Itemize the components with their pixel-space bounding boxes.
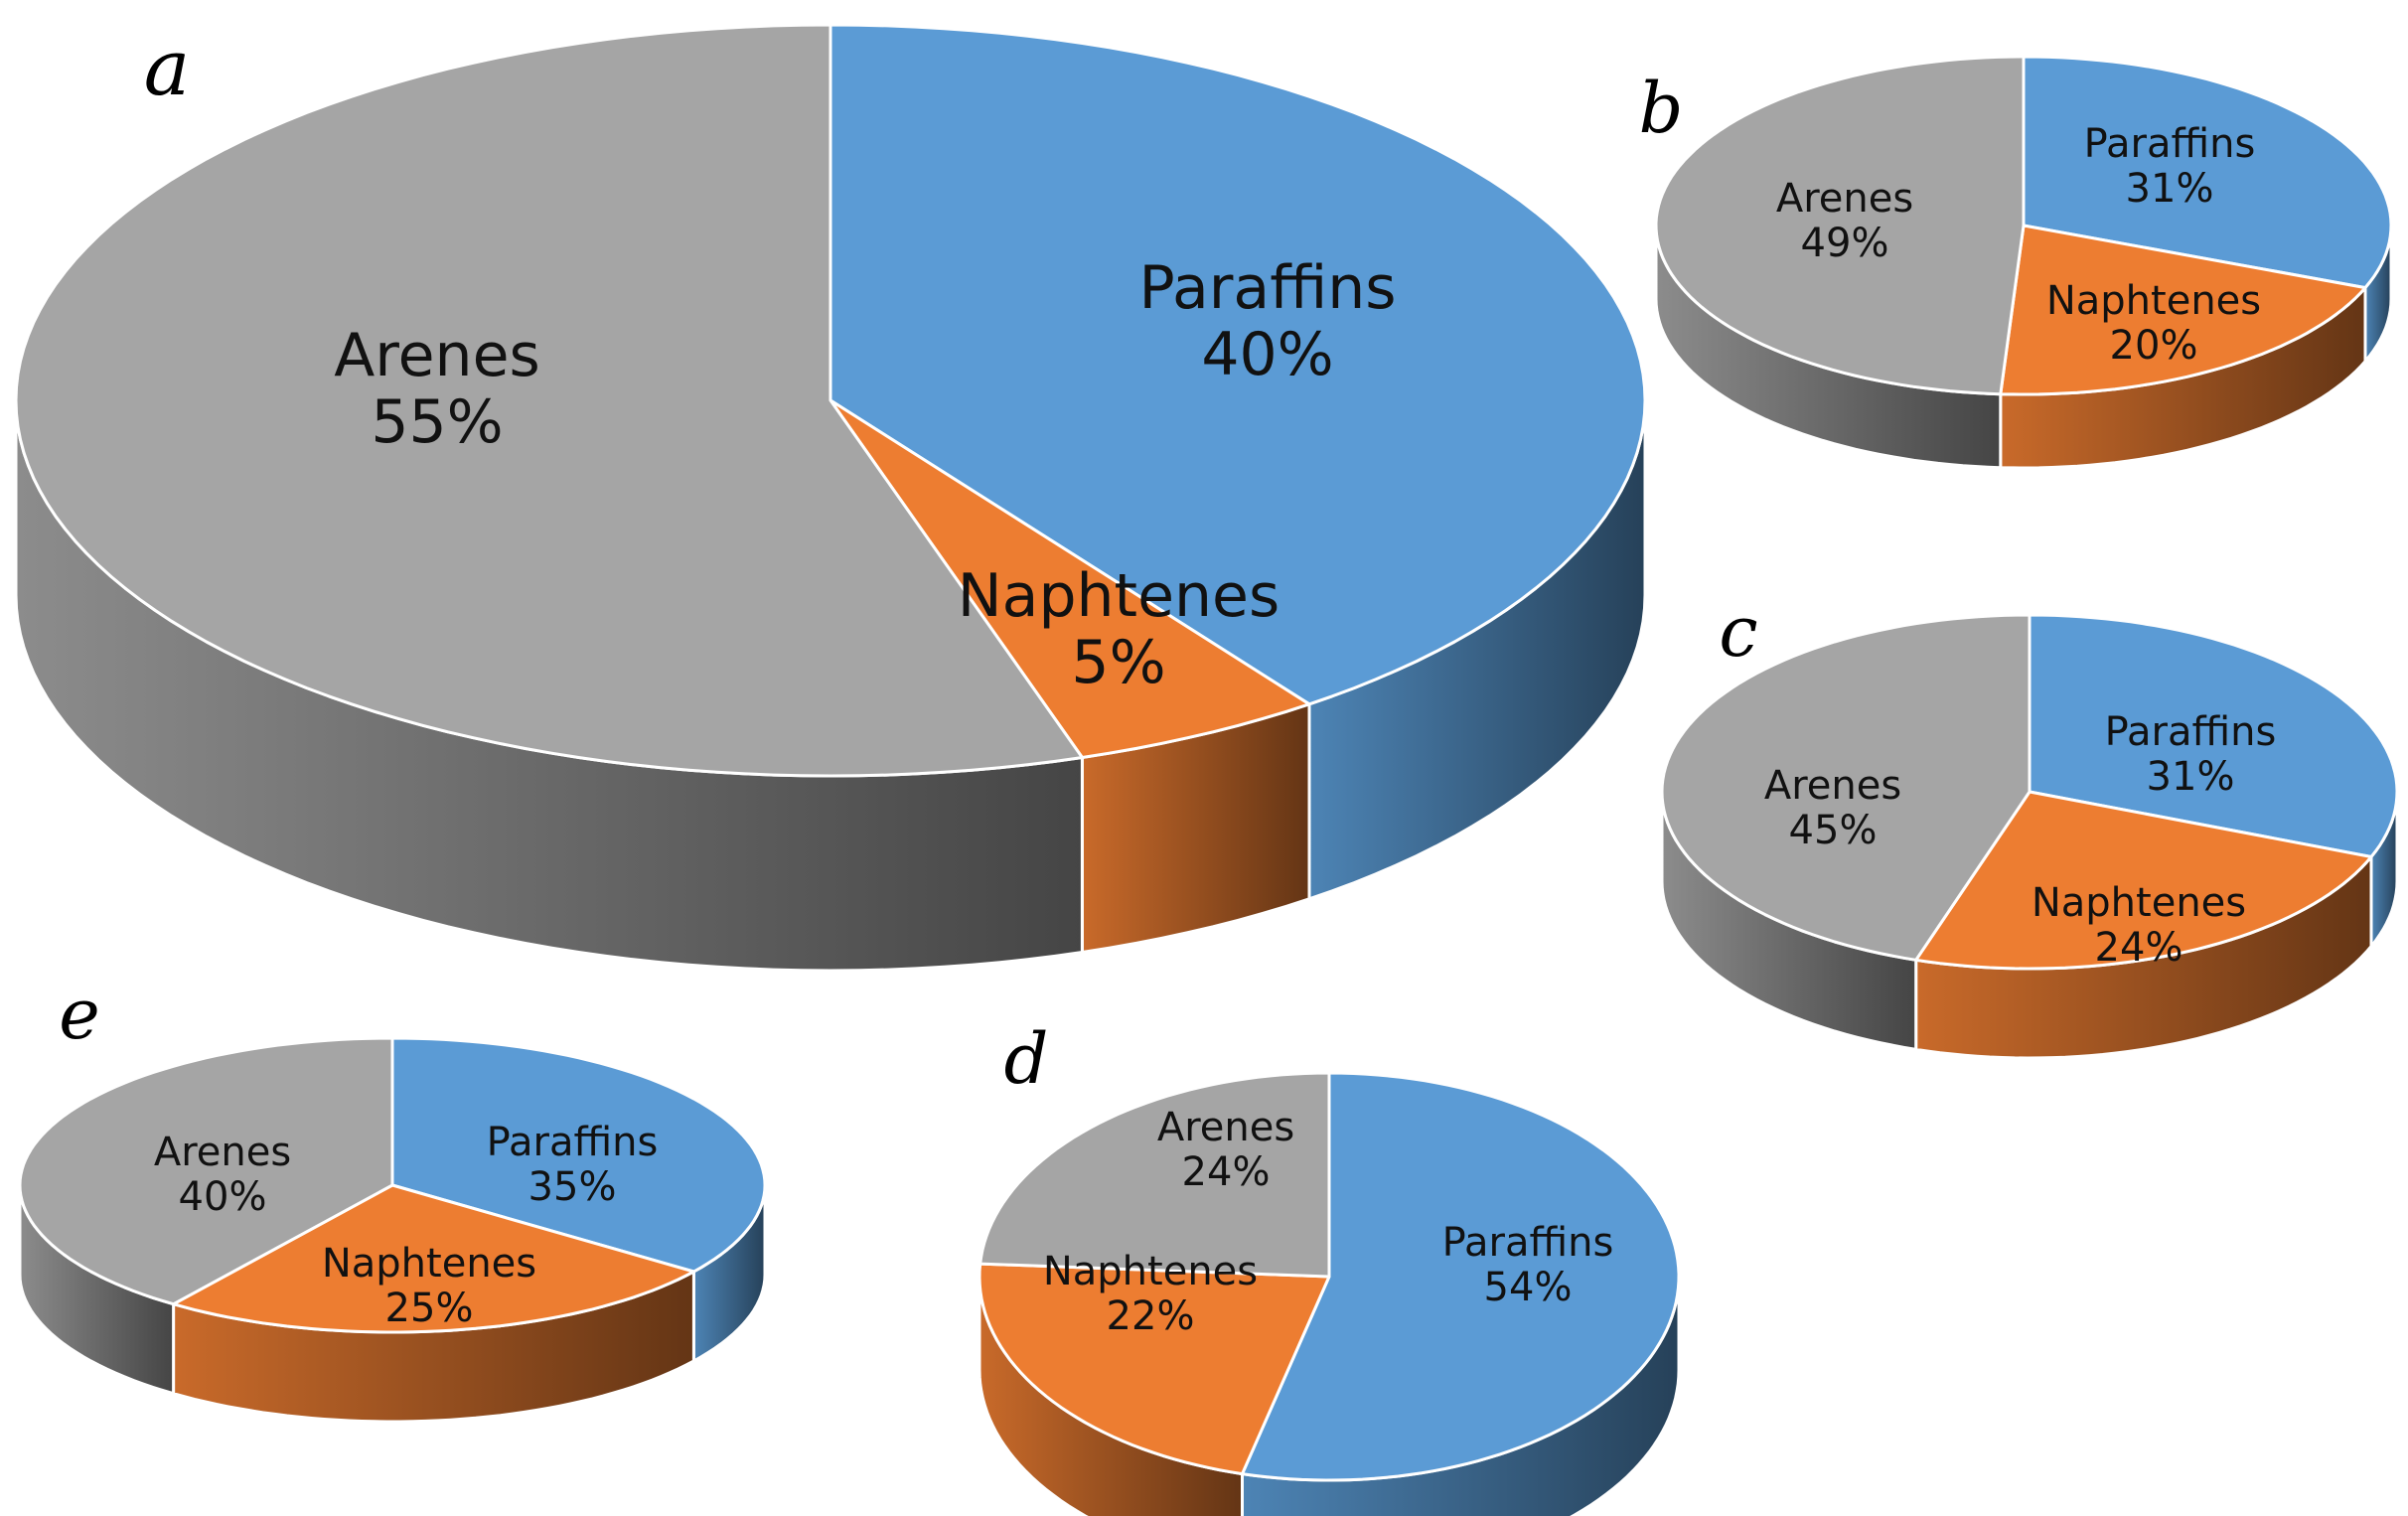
percent-label: 5% [1071,628,1165,697]
percent-label: 55% [371,387,503,457]
data-label-d-arenes: Arenes 24% [1157,1105,1294,1195]
category-label: Naphtenes [2032,880,2246,926]
pie-slice-c-paraffins [2028,613,2399,858]
pie-chart-e: Paraffins 35% Naphtenes 25% Arenes 40% [18,1036,767,1424]
percent-label: 20% [2110,323,2198,369]
category-label: Paraffins [2105,709,2277,755]
pie-slice-e-arenes [18,1036,394,1306]
category-label: Arenes [334,321,540,390]
pie-slice-c-arenes [1660,613,2032,962]
pie-top-a [14,23,1647,778]
pie-slice-d-arenes [978,1071,1331,1279]
pie-chart-d: Paraffins 54% Naphtenes 22% Arenes 24% [978,1071,1681,1516]
data-label-b-paraffins: Paraffins 31% [2084,121,2256,212]
pie-top-e [18,1036,767,1334]
percent-label: 40% [1201,320,1333,389]
category-label: Naphtenes [1043,1249,1258,1294]
data-label-c-naphtenes: Naphtenes 24% [2032,880,2246,971]
percent-label: 25% [385,1286,474,1331]
category-label: Naphtenes [958,561,1279,631]
percent-label: 22% [1107,1293,1195,1339]
panel-letter-b: b [1639,68,1684,149]
pie-slice-c-naphtenes [1914,790,2373,971]
pie-top-c [1660,613,2399,971]
data-label-d-naphtenes: Naphtenes 22% [1043,1249,1258,1339]
category-label: Arenes [1776,176,1913,222]
pie-slice-b-naphtenes [1999,224,2367,396]
panel-letter-c: c [1719,591,1757,673]
percent-label: 40% [179,1174,267,1220]
data-label-e-paraffins: Paraffins 35% [487,1120,659,1210]
category-label: Arenes [1764,763,1901,809]
percent-label: 31% [2126,166,2214,212]
category-label: Paraffins [2084,121,2256,167]
pie-slice-a-paraffins [828,23,1647,706]
pie-slice-d-naphtenes [978,1262,1331,1476]
pie-slice-a-naphtenes [828,398,1311,759]
percent-label: 35% [528,1164,617,1210]
pie-slice-b-arenes [1654,55,2026,396]
pie-top-d [978,1071,1681,1482]
percent-label: 45% [1789,808,1878,853]
panel-letter-e: e [59,974,99,1055]
category-label: Paraffins [1139,253,1397,323]
pie-slice-e-paraffins [390,1036,767,1274]
pie-slice-d-paraffins [1241,1071,1681,1482]
percent-label: 31% [2147,754,2235,800]
percent-label: 24% [1182,1149,1271,1195]
pie-chart-b: Paraffins 31% Naphtenes 20% Arenes 49% [1654,55,2393,470]
data-label-a-naphtenes: Naphtenes 5% [958,561,1279,697]
pie-sides-e [18,1183,767,1424]
data-label-c-arenes: Arenes 45% [1764,763,1901,853]
data-label-d-paraffins: Paraffins 54% [1442,1220,1614,1310]
data-label-b-arenes: Arenes 49% [1776,176,1913,266]
category-label: Arenes [1157,1105,1294,1150]
percent-label: 49% [1801,221,1889,266]
category-label: Paraffins [1442,1220,1614,1266]
data-label-b-naphtenes: Naphtenes 20% [2046,278,2261,369]
category-label: Paraffins [487,1120,659,1165]
data-label-a-paraffins: Paraffins 40% [1139,253,1397,389]
category-label: Naphtenes [322,1241,536,1287]
data-label-a-arenes: Arenes 55% [334,321,540,457]
panel-letter-d: d [1004,1018,1049,1100]
data-label-c-paraffins: Paraffins 31% [2105,709,2277,800]
pie-slice-b-paraffins [2022,55,2393,290]
panel-letter-a: a [144,24,191,113]
data-label-e-naphtenes: Naphtenes 25% [322,1241,536,1331]
data-label-e-arenes: Arenes 40% [154,1130,291,1220]
pie-top-b [1654,55,2393,396]
pie-slice-a-arenes [14,23,1084,778]
percent-label: 54% [1484,1265,1573,1310]
pie-chart-c: Paraffins 31% Naphtenes 24% Arenes 45% [1660,613,2399,1060]
category-label: Naphtenes [2046,278,2261,324]
pie-chart-a: Paraffins 40% Naphtenes 5% Arenes 55% [14,23,1647,973]
category-label: Arenes [154,1130,291,1175]
pie-slice-e-naphtenes [172,1183,695,1334]
percent-label: 24% [2095,925,2183,971]
